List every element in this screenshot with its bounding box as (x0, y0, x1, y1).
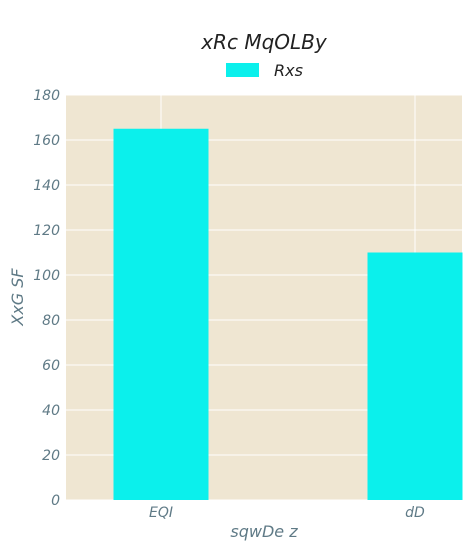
x-axis-label: sqwDe z (230, 522, 298, 541)
y-tick-label: 20 (42, 448, 60, 464)
y-tick-label: 40 (42, 403, 60, 419)
bars (113, 128, 463, 500)
y-tick-label: 140 (33, 178, 60, 194)
legend: Rxs (226, 61, 303, 80)
chart-title: xRc MqOLBy (200, 30, 328, 54)
y-tick-label: 80 (42, 313, 60, 329)
y-tick-label: 180 (33, 88, 60, 104)
bar-EQI (113, 128, 209, 500)
y-axis-ticks: 0 20 40 60 80 100 120 140 160 180 (33, 88, 60, 509)
x-tick-label-dD: dD (405, 505, 425, 521)
y-tick-label: 60 (42, 358, 60, 374)
x-tick-label-EQI: EQI (149, 505, 173, 521)
y-tick-label: 160 (33, 133, 60, 149)
legend-label-rxs: Rxs (274, 61, 303, 80)
y-axis-label: XxG SF (8, 268, 27, 327)
bar-dD (367, 252, 463, 500)
y-tick-label: 0 (51, 493, 60, 509)
legend-swatch-rxs (226, 63, 259, 77)
y-tick-label: 100 (33, 268, 60, 284)
y-tick-label: 120 (33, 223, 60, 239)
x-axis-ticks: EQI dD (149, 505, 425, 521)
